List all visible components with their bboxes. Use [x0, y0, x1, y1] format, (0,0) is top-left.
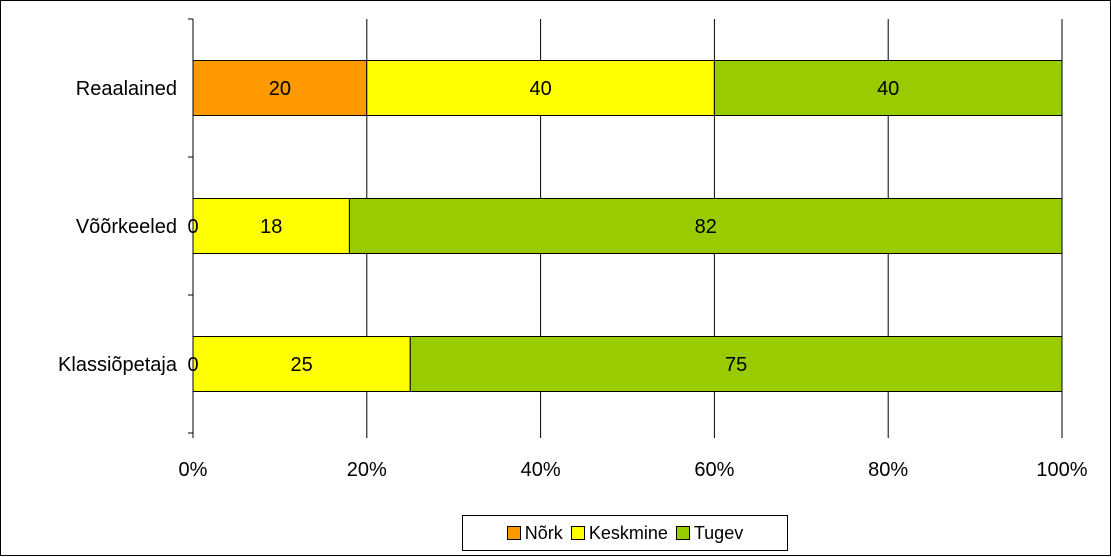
data-label: 40	[877, 78, 899, 100]
data-label: 40	[529, 78, 551, 100]
x-tick-label: 80%	[868, 459, 908, 481]
x-tick-label: 20%	[347, 459, 387, 481]
legend-label-keskmine: Keskmine	[588, 522, 668, 543]
legend-swatch-tugev	[675, 526, 690, 540]
legend-swatch-norek	[506, 526, 521, 540]
legend-label-tugev: Tugev	[693, 522, 744, 543]
x-tick-label: 60%	[694, 459, 734, 481]
data-label: 82	[695, 216, 717, 238]
x-tick-label: 40%	[521, 459, 561, 481]
data-label: 20	[269, 78, 291, 100]
legend-swatch-keskmine	[570, 526, 585, 540]
x-tick-label: 100%	[1036, 459, 1087, 481]
legend-item-norek: Nõrk	[506, 522, 563, 544]
bar-segment	[409, 336, 1063, 392]
legend-label-norek: Nõrk	[524, 522, 563, 543]
data-label: 0	[187, 216, 198, 238]
bar-segment	[192, 60, 368, 116]
bar-segment	[713, 60, 1063, 116]
bar-segment	[348, 198, 1063, 254]
category-label: Võõrkeeled	[76, 216, 177, 238]
data-labels: 20 40 40 0 18 82 0 25 75	[187, 78, 899, 376]
bars	[192, 60, 1063, 392]
data-label: 25	[291, 354, 313, 376]
legend: Nõrk Keskmine Tugev	[462, 515, 788, 551]
legend-item-keskmine: Keskmine	[570, 522, 668, 544]
legend-item-tugev: Tugev	[675, 522, 744, 544]
data-label: 0	[187, 354, 198, 376]
x-tick-label: 0%	[179, 459, 208, 481]
category-label: Reaalained	[76, 78, 177, 100]
category-label: Klassiõpetaja	[58, 354, 178, 376]
data-label: 18	[260, 216, 282, 238]
bar-segment	[192, 198, 350, 254]
data-label: 75	[725, 354, 747, 376]
